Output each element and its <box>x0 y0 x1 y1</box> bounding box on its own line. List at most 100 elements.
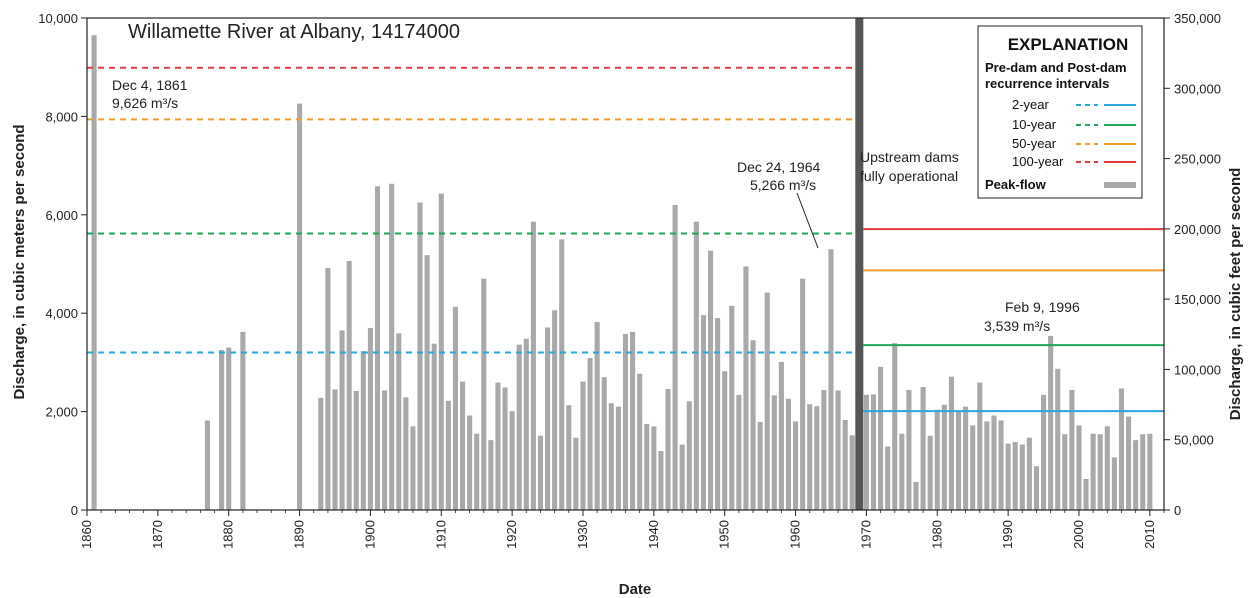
y-right-tick-label-300000: 300,000 <box>1174 81 1221 96</box>
peak-flow-bar-1950 <box>722 371 728 510</box>
bars-group <box>91 35 1153 511</box>
x-tick-label-1910: 1910 <box>433 520 448 549</box>
x-tick-label-2000: 2000 <box>1071 520 1086 549</box>
peak-flow-bar-1879 <box>219 350 225 510</box>
peak-flow-bar-1938 <box>637 373 643 510</box>
peak-flow-bar-1985 <box>970 425 976 510</box>
peak-flow-bar-1917 <box>488 440 494 510</box>
y-tick-label-10000: 10,000 <box>38 11 78 26</box>
peak-flow-bar-1907 <box>417 202 423 510</box>
peak-flow-bar-1926 <box>552 310 558 510</box>
peak-flow-bar-1903 <box>389 183 395 511</box>
legend-subheading-1: Pre-dam and Post-dam <box>985 60 1127 75</box>
peak-flow-bar-1922 <box>523 338 529 510</box>
peak-flow-bar-1915 <box>474 433 480 510</box>
peak-flow-bar-1913 <box>459 381 466 510</box>
annotation-1964-leader <box>796 192 819 249</box>
peak-flow-bar-1912 <box>452 306 458 510</box>
x-tick-label-1890: 1890 <box>292 520 307 549</box>
peak-flow-bar-1930 <box>580 381 586 510</box>
peak-flow-bar-1951 <box>729 305 735 510</box>
peak-flow-bar-1935 <box>615 406 621 510</box>
peak-flow-bar-2005 <box>1111 457 1117 510</box>
peak-flow-bar-1904 <box>396 333 402 510</box>
peak-flow-bar-1968 <box>849 435 855 510</box>
y-tick-label-2000: 2,000 <box>45 405 78 420</box>
peak-flow-bar-1931 <box>587 357 593 510</box>
peak-flow-bar-1898 <box>353 390 359 510</box>
peak-flow-bar-1911 <box>445 400 451 510</box>
x-tick-label-1900: 1900 <box>362 520 377 549</box>
legend-swatch-peak-flow <box>1104 182 1136 188</box>
peak-flow-bar-1937 <box>630 331 636 510</box>
x-tick-label-1930: 1930 <box>575 520 590 549</box>
peak-flow-bar-1899 <box>360 351 366 510</box>
chart-title: Willamette River at Albany, 14174000 <box>128 21 460 43</box>
peak-flow-bar-1943 <box>672 204 678 510</box>
peak-flow-bar-1986 <box>977 382 983 510</box>
y-right-tick-label-150000: 150,000 <box>1174 292 1221 307</box>
annotation-1996-date: Feb 9, 1996 <box>1005 299 1080 315</box>
peak-flow-bar-1991 <box>1012 442 1018 510</box>
peak-flow-bar-1978 <box>920 387 926 510</box>
peak-flow-bar-1905 <box>403 397 409 510</box>
x-tick-label-1990: 1990 <box>1000 520 1015 549</box>
peak-flow-bar-1949 <box>715 318 721 510</box>
peak-flow-bar-1928 <box>566 405 572 510</box>
peak-flow-bar-1954 <box>750 340 756 510</box>
peak-flow-bar-1880 <box>226 347 232 510</box>
peak-flow-bar-1960 <box>793 421 799 510</box>
peak-flow-bar-1927 <box>559 239 565 510</box>
y-tick-label-4000: 4,000 <box>45 306 78 321</box>
peak-flow-bar-1976 <box>906 389 912 510</box>
peak-flow-bar-1918 <box>495 382 501 510</box>
peak-flow-bar-1959 <box>785 398 792 510</box>
peak-flow-bar-1906 <box>410 426 416 510</box>
annotation-1861-value: 9,626 m³/s <box>112 95 178 111</box>
peak-flow-bar-1908 <box>424 255 430 510</box>
peak-flow-bar-1975 <box>899 433 905 510</box>
peak-flow-bar-1992 <box>1019 444 1025 510</box>
peak-flow-bar-2002 <box>1090 433 1096 510</box>
x-tick-label-1860: 1860 <box>79 520 94 549</box>
peak-flow-bar-1945 <box>686 401 692 510</box>
y-right-tick-label-200000: 200,000 <box>1174 222 1221 237</box>
peak-flow-bar-1946 <box>693 221 699 510</box>
peak-flow-bar-1947 <box>700 315 706 510</box>
legend-subheading-2: recurrence intervals <box>985 76 1109 91</box>
y-right-tick-label-0: 0 <box>1174 503 1181 518</box>
peak-flow-bar-1974 <box>892 343 898 510</box>
peak-flow-bar-1996 <box>1048 335 1054 510</box>
peak-flow-bar-1933 <box>601 377 607 510</box>
peak-flow-bar-1957 <box>771 395 777 510</box>
y-axis-right-title: Discharge, in cubic feet per second <box>1227 168 1244 421</box>
peak-flow-bar-1980 <box>934 409 940 510</box>
legend-label-50-year: 50-year <box>1012 136 1057 151</box>
peak-flow-bar-1890 <box>297 103 303 511</box>
legend-label-2-year: 2-year <box>1012 97 1050 112</box>
peak-flow-bar-2010 <box>1147 433 1153 510</box>
peak-flow-bar-1936 <box>622 333 629 510</box>
peak-flow-bar-1984 <box>963 406 969 510</box>
peak-flow-bar-1920 <box>509 411 515 510</box>
peak-flow-bar-1993 <box>1026 437 1032 510</box>
peak-flow-bar-1948 <box>707 250 714 510</box>
peak-flow-bar-1958 <box>778 361 784 510</box>
peak-flow-bar-1979 <box>927 435 933 510</box>
peak-flow-bar-1939 <box>644 423 650 510</box>
peak-flow-bar-1901 <box>374 186 381 510</box>
peak-flow-bar-1896 <box>339 330 345 510</box>
legend: EXPLANATION Pre-dam and Post-dam recurre… <box>977 25 1143 199</box>
peak-flow-bar-2007 <box>1126 416 1132 510</box>
peak-flow-bar-1988 <box>991 415 997 510</box>
y-tick-label-8000: 8,000 <box>45 109 78 124</box>
peak-flow-bar-1900 <box>367 327 373 510</box>
peak-flow-bar-1923 <box>530 221 536 510</box>
peak-flow-bar-2003 <box>1097 434 1103 510</box>
legend-label-peak-flow: Peak-flow <box>985 177 1047 192</box>
peak-flow-bar-1893 <box>318 397 324 510</box>
x-tick-label-2010: 2010 <box>1142 520 1157 549</box>
annotation-dams-line1: Upstream dams <box>860 149 959 165</box>
y-axis-title: Discharge, in cubic meters per second <box>11 124 28 399</box>
